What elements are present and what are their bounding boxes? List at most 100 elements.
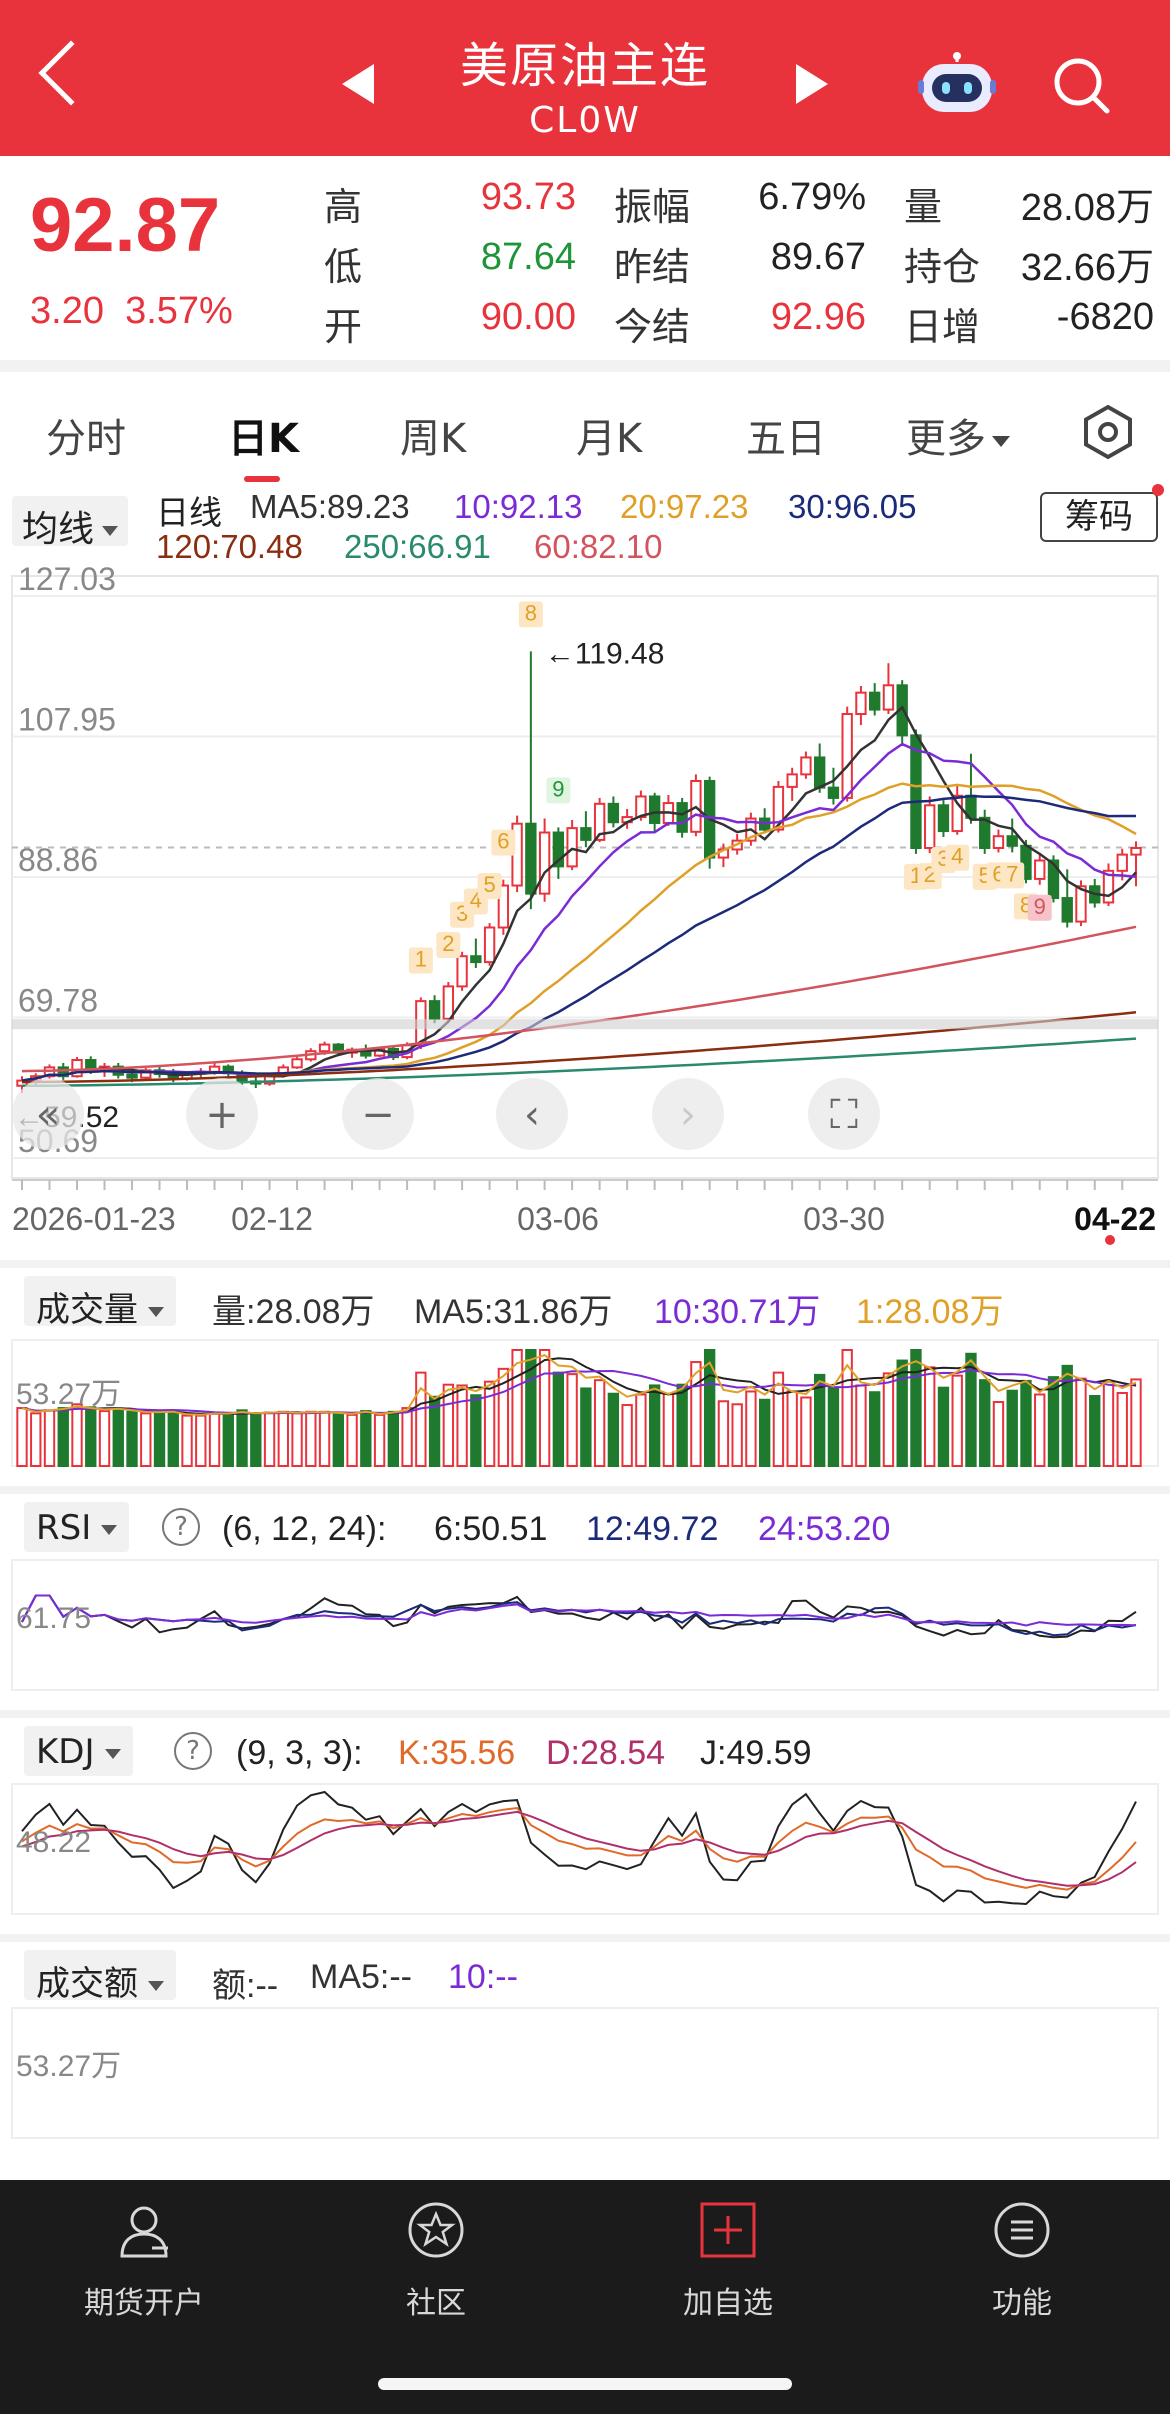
volume-bar-down <box>236 1409 248 1467</box>
bottom-navigation: 期货开户 社区 加自选 功能 <box>0 2180 1170 2414</box>
candle-down <box>525 822 537 895</box>
volume-bar-up <box>98 1410 111 1467</box>
candle-up <box>291 1058 303 1069</box>
rsi-frame <box>11 1559 1159 1691</box>
panel-separator <box>0 1486 1170 1494</box>
count-badge <box>477 873 502 900</box>
count-label: 1 <box>415 946 427 971</box>
tab-monthly-k[interactable]: 月K <box>576 416 643 462</box>
amount-item: 额:-- <box>212 1967 279 2005</box>
scroll-right-icon[interactable]: › <box>652 1078 724 1150</box>
nav-add-watchlist[interactable]: 加自选 <box>628 2200 828 2322</box>
panel-separator <box>0 1260 1170 1268</box>
volume-bar-down <box>552 1371 565 1467</box>
open-label: 开 <box>324 307 363 349</box>
volume-bar-down <box>85 1406 97 1467</box>
settings-hexagon-icon[interactable] <box>1080 404 1136 460</box>
volume-item: 10:30.71万 <box>654 1293 821 1331</box>
volume-bar-up <box>593 1379 606 1468</box>
volume-bar-up <box>415 1371 427 1467</box>
amount-selector[interactable]: 成交额 <box>24 1950 176 2004</box>
previous-contract-icon[interactable] <box>342 64 374 104</box>
volume-bar-down <box>703 1349 716 1467</box>
control-button <box>12 1078 84 1150</box>
ma-item: 120:70.48 <box>156 528 303 565</box>
candle-down <box>126 1073 138 1079</box>
ma-item: 250:66.91 <box>344 528 491 565</box>
candle-up <box>1116 853 1128 872</box>
change-value: 3.20 <box>30 290 104 332</box>
rsi-selector[interactable]: RSI <box>24 1502 130 1552</box>
candle-down <box>910 734 922 849</box>
candle-up <box>951 794 963 833</box>
next-contract-icon[interactable] <box>796 64 828 104</box>
zoom-out-icon[interactable]: − <box>342 1078 414 1150</box>
tab-daily-k[interactable]: 日K <box>228 416 299 462</box>
kline-chart[interactable]: 127.03107.9588.8669.7850.69←119.48←59.52… <box>0 560 1170 2140</box>
volume-selector[interactable]: 成交量 <box>24 1276 176 1330</box>
volume-bar-down <box>153 1411 166 1468</box>
candle-down <box>869 691 881 711</box>
amount-item: 10:-- <box>448 1958 518 1996</box>
search-icon[interactable] <box>1052 56 1110 114</box>
volume-bar-up <box>373 1413 386 1467</box>
tab-five-day[interactable]: 五日 <box>746 416 826 462</box>
candle-up <box>992 835 1005 849</box>
volume-bar-down <box>607 1392 620 1468</box>
rsi-params: (6, 12, 24): <box>222 1510 387 1548</box>
kdj-frame <box>11 1783 1159 1915</box>
fullscreen-icon[interactable]: ⛶ <box>808 1078 880 1150</box>
help-icon[interactable]: ? <box>174 1732 212 1770</box>
count-badge <box>518 601 543 628</box>
daily-change-label: 日增 <box>904 307 981 349</box>
volume-bar-up <box>140 1412 152 1468</box>
divider <box>0 360 1170 372</box>
nav-functions[interactable]: 功能 <box>922 2200 1122 2322</box>
collapse-icon[interactable]: « <box>12 1078 84 1150</box>
volume-bar-up <box>882 1372 895 1468</box>
volume-bar-up <box>621 1404 633 1467</box>
candle-down <box>814 756 826 789</box>
nav-community[interactable]: 社区 <box>336 2200 536 2322</box>
volume-bar-down <box>332 1412 344 1468</box>
tab-more-label: 更多 <box>906 416 986 462</box>
tab-more[interactable]: 更多 <box>906 406 1010 464</box>
kdj-d-line <box>21 1810 1137 1887</box>
scroll-left-icon[interactable]: ‹ <box>496 1078 568 1150</box>
panel-separator <box>0 1710 1170 1718</box>
candle-up <box>566 827 578 868</box>
prev-settle-value: 89.67 <box>770 236 866 278</box>
volume-bar-down <box>758 1398 771 1468</box>
volume-bar-up <box>951 1374 963 1467</box>
candle-up <box>593 802 606 841</box>
zoom-in-icon[interactable]: + <box>186 1078 258 1150</box>
contract-code: CL0W <box>529 100 641 141</box>
tab-weekly-k[interactable]: 周K <box>400 416 467 462</box>
kdj-selector[interactable]: KDJ <box>24 1726 133 1776</box>
control-button <box>808 1078 880 1150</box>
control-glyph: › <box>680 1092 696 1138</box>
nav-label: 功能 <box>992 2286 1052 2321</box>
control-button <box>496 1078 568 1150</box>
chip-distribution-button[interactable]: 筹码 <box>1040 492 1158 542</box>
x-axis-label: 03-30 <box>803 1201 885 1237</box>
volume-bar-up <box>346 1413 358 1467</box>
ma10-line <box>21 742 1137 1082</box>
volume-bar-up <box>538 1349 551 1467</box>
candle-down <box>937 804 950 833</box>
nav-open-account[interactable]: 期货开户 <box>44 2200 244 2322</box>
count-label: 5 <box>483 872 495 897</box>
volume-bar-down <box>57 1407 69 1467</box>
ma-selector[interactable]: 均线 <box>12 496 129 550</box>
rsi-item: 6:50.51 <box>434 1510 548 1548</box>
panel-separator <box>0 1934 1170 1942</box>
tab-intraday[interactable]: 分时 <box>46 416 126 462</box>
volume-bar-up <box>1102 1380 1115 1467</box>
rsi-selector-label: RSI <box>36 1508 92 1548</box>
volume-bar-down <box>112 1408 124 1468</box>
low-value: 87.64 <box>480 236 576 278</box>
help-icon[interactable]: ? <box>162 1508 200 1546</box>
volume-bar-up <box>30 1412 42 1468</box>
settle-value: 92.96 <box>770 296 866 338</box>
assistant-robot-icon[interactable] <box>918 52 996 116</box>
